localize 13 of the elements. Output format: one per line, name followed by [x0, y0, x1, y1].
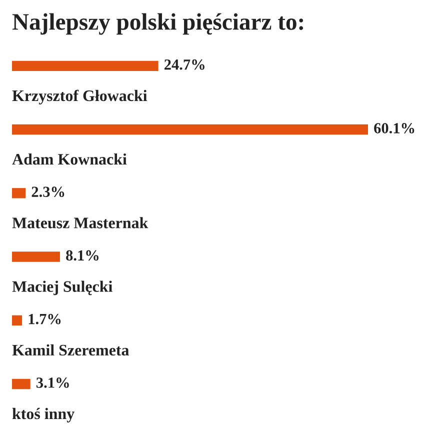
data-label: 24.7% — [164, 59, 204, 70]
y-tick-label: Mateusz Masternak — [12, 217, 148, 228]
chart-title: Najlepszy polski pięściarz to: — [12, 13, 304, 35]
y-tick-label: Kamil Szeremeta — [12, 344, 129, 356]
y-tick-label: Krzysztof Głowacki — [12, 90, 148, 104]
data-label: 8.1% — [66, 250, 98, 261]
data-label: 1.7% — [28, 314, 61, 324]
data-label: 3.1% — [36, 378, 69, 388]
data-label: 2.3% — [32, 186, 64, 198]
y-tick-label: Adam Kownacki — [12, 153, 127, 165]
data-label: 60.1% — [374, 123, 414, 134]
y-tick-label: ktoś inny — [12, 408, 74, 422]
y-tick-label: Maciej Sulęcki — [12, 280, 112, 296]
